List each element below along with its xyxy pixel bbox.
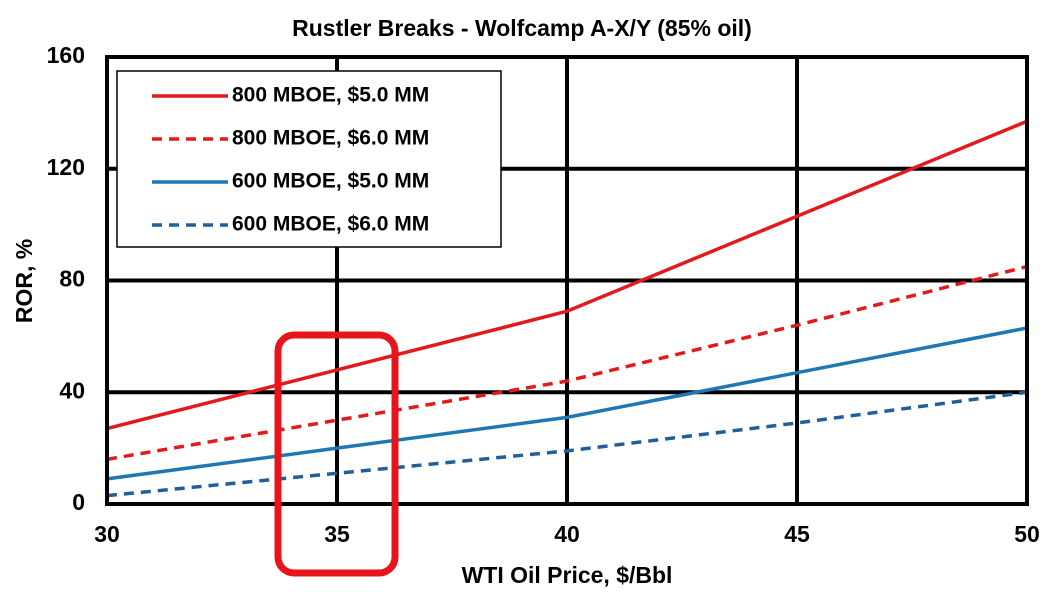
y-tick-label: 40 [59, 377, 85, 403]
legend-box [116, 70, 502, 248]
y-tick-label: 0 [72, 489, 85, 515]
y-tick-label: 160 [47, 42, 85, 68]
y2-axis-label: ROR, % [1057, 258, 1061, 342]
x-tick-label: 50 [1014, 521, 1040, 547]
y-axis-label: ROR, % [11, 239, 37, 323]
x-tick-label: 30 [94, 521, 120, 547]
highlight-box [274, 331, 399, 577]
legend-label: 800 MBOE, $5.0 MM [232, 84, 429, 107]
legend-label: 800 MBOE, $6.0 MM [232, 127, 429, 150]
x-axis-label: WTI Oil Price, $/Bbl [462, 562, 673, 588]
y-tick-label: 80 [59, 266, 85, 292]
series-line [106, 264, 1028, 462]
plot-frame [105, 55, 1029, 506]
legend-label: 600 MBOE, $5.0 MM [232, 170, 429, 193]
series-line [106, 390, 1028, 498]
legend-label: 600 MBOE, $6.0 MM [232, 213, 429, 236]
chart-title: Rustler Breaks - Wolfcamp A-X/Y (85% oil… [292, 15, 752, 41]
series-line [106, 326, 1028, 481]
x-tick-label: 35 [324, 521, 350, 547]
y-tick-label: 120 [47, 154, 85, 180]
x-tick-label: 45 [784, 521, 810, 547]
series-line [106, 119, 1028, 431]
x-tick-label: 40 [554, 521, 580, 547]
